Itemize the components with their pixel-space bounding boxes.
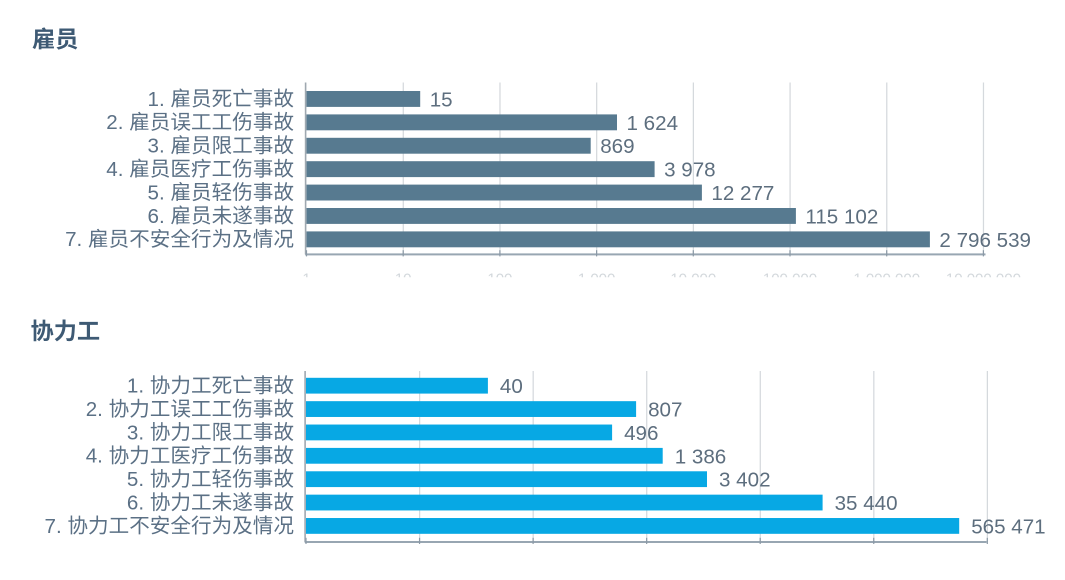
svg-text:6.: 6. — [148, 205, 171, 228]
svg-text:6.: 6. — [127, 492, 150, 515]
svg-text:1 000: 1 000 — [578, 270, 616, 287]
svg-text:5.: 5. — [127, 468, 150, 491]
svg-text:2.: 2. — [106, 111, 129, 134]
svg-text:1: 1 — [302, 270, 310, 287]
svg-text:1.: 1. — [127, 375, 150, 398]
svg-text:2 796 539: 2 796 539 — [939, 229, 1031, 252]
svg-text:40: 40 — [500, 375, 523, 398]
svg-text:10: 10 — [395, 270, 412, 287]
svg-text:1.: 1. — [148, 88, 171, 111]
svg-text:565 471: 565 471 — [971, 515, 1045, 538]
svg-text:4.: 4. — [86, 445, 109, 468]
svg-text:3.: 3. — [127, 421, 150, 444]
svg-text:5.: 5. — [148, 181, 171, 204]
svg-text:3.: 3. — [148, 135, 171, 158]
svg-text:807: 807 — [648, 399, 682, 422]
svg-text:115 102: 115 102 — [805, 205, 878, 228]
svg-text:100 000: 100 000 — [763, 270, 817, 287]
svg-text:3 978: 3 978 — [664, 159, 716, 182]
svg-text:1 000 000: 1 000 000 — [853, 270, 920, 287]
svg-text:496: 496 — [624, 422, 658, 445]
svg-text:100: 100 — [487, 270, 512, 287]
svg-text:15: 15 — [430, 88, 453, 111]
svg-text:1 624: 1 624 — [627, 112, 679, 135]
svg-text:869: 869 — [600, 135, 634, 158]
svg-text:10 000: 10 000 — [670, 270, 716, 287]
svg-text:7.: 7. — [65, 228, 88, 251]
svg-text:12 277: 12 277 — [711, 182, 774, 205]
svg-text:3 402: 3 402 — [719, 469, 771, 492]
svg-text:4.: 4. — [106, 158, 129, 181]
svg-text:7.: 7. — [45, 515, 68, 538]
svg-text:1 386: 1 386 — [675, 445, 727, 468]
svg-text:10 000 000: 10 000 000 — [946, 270, 1021, 287]
svg-text:2.: 2. — [86, 398, 109, 421]
svg-text:35 440: 35 440 — [835, 492, 898, 515]
